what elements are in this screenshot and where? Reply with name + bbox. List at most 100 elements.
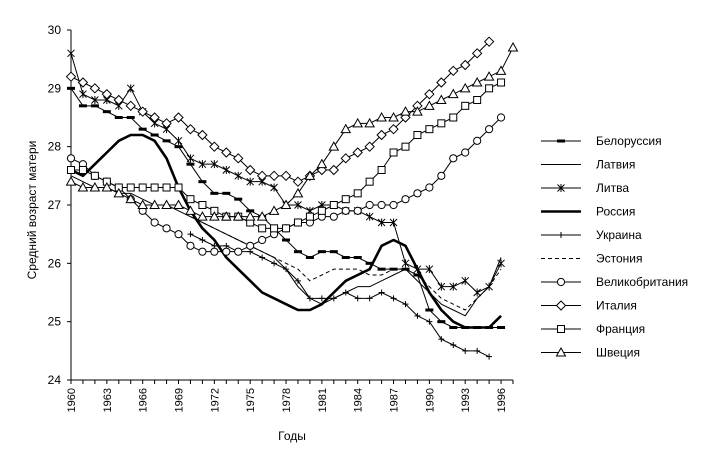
point-diamond	[101, 88, 113, 100]
point-star	[401, 259, 410, 268]
series-layer	[65, 36, 519, 360]
point-circle	[473, 136, 482, 145]
point-plus	[390, 295, 397, 302]
x-tick-label: 1984	[353, 388, 365, 412]
x-tick-label: 1978	[281, 388, 293, 412]
point-square	[138, 183, 147, 192]
point-diamond	[328, 164, 340, 176]
series-plus	[187, 231, 493, 360]
legend-item: Россия	[541, 205, 635, 219]
y-tick-label: 29	[48, 81, 62, 95]
x-axis-label: Годы	[278, 429, 306, 443]
point-triangle	[507, 41, 519, 52]
point-star	[473, 288, 482, 297]
point-diamond	[113, 94, 124, 106]
point-square	[557, 325, 565, 333]
series-dashed	[190, 216, 502, 311]
legend-item: Белоруссия	[541, 134, 662, 148]
x-tick-label: 1990	[424, 388, 436, 412]
point-plus	[306, 295, 313, 302]
point-star	[270, 183, 278, 192]
point-plus	[378, 289, 385, 296]
point-star	[79, 90, 87, 99]
series-diamond	[65, 36, 495, 187]
point-star	[437, 282, 446, 291]
legend-label: Великобритания	[596, 275, 688, 289]
point-diamond	[209, 141, 220, 152]
point-triangle	[161, 199, 172, 209]
point-star	[174, 136, 183, 145]
point-triangle	[208, 211, 220, 221]
legend-label: Литва	[596, 181, 629, 195]
point-diamond	[244, 164, 256, 176]
point-plus	[199, 237, 206, 243]
point-circle	[150, 218, 159, 227]
y-tick-label: 24	[48, 373, 62, 387]
legend-item: Эстония	[541, 252, 643, 266]
point-circle	[496, 113, 506, 122]
point-diamond	[161, 118, 172, 129]
point-circle	[162, 224, 171, 233]
point-diamond	[77, 77, 89, 88]
point-triangle	[435, 94, 447, 104]
point-diamond	[149, 112, 160, 123]
point-triangle	[89, 181, 101, 192]
x-tick-label: 1981	[317, 388, 329, 412]
point-triangle	[376, 111, 387, 122]
point-diamond	[233, 153, 244, 164]
point-diamond	[340, 153, 351, 164]
point-plus	[402, 301, 409, 308]
point-square	[67, 166, 75, 174]
x-tick-label: 1993	[460, 388, 472, 412]
point-plus	[283, 266, 290, 273]
point-circle	[389, 200, 398, 210]
series-triangle	[65, 41, 519, 221]
legend-label: Россия	[596, 205, 635, 219]
point-triangle	[555, 346, 567, 357]
point-diamond	[424, 88, 435, 100]
point-circle	[234, 247, 243, 256]
point-circle	[66, 154, 76, 163]
point-triangle	[149, 199, 160, 209]
point-triangle	[352, 117, 364, 128]
x-tick-label: 1975	[245, 388, 257, 412]
point-diamond	[280, 170, 292, 182]
point-diamond	[376, 129, 387, 141]
series-thin	[70, 175, 502, 317]
point-circle	[413, 189, 422, 198]
point-diamond	[448, 65, 459, 77]
point-plus	[294, 277, 301, 284]
point-square	[293, 218, 302, 227]
point-square	[497, 78, 506, 87]
point-triangle	[220, 211, 232, 221]
point-circle	[174, 230, 183, 239]
point-diamond	[268, 170, 280, 182]
point-triangle	[328, 141, 340, 151]
point-triangle	[232, 211, 244, 221]
point-triangle	[113, 187, 125, 198]
point-square	[485, 84, 494, 93]
point-triangle	[447, 88, 459, 99]
point-star	[186, 154, 195, 163]
point-plus	[318, 295, 325, 302]
point-star	[222, 166, 231, 174]
point-plus	[450, 342, 457, 348]
legend-label: Эстония	[596, 252, 643, 266]
legend: Белоруссия Латвия Литва Россия Украина Эстони…	[541, 134, 688, 360]
point-plus	[342, 289, 349, 296]
legend-item: Украина	[541, 228, 642, 242]
point-plus	[330, 295, 337, 302]
point-diamond	[471, 48, 483, 59]
point-triangle	[256, 211, 268, 221]
point-square	[353, 189, 362, 198]
point-star	[210, 160, 219, 169]
legend-item: Литва	[541, 181, 629, 195]
point-square	[162, 183, 171, 192]
point-circle	[341, 206, 350, 215]
series-line	[70, 47, 514, 218]
point-circle	[365, 200, 374, 210]
point-square	[413, 131, 422, 139]
point-triangle	[77, 181, 89, 192]
point-triangle	[197, 211, 208, 221]
point-triangle	[280, 199, 292, 209]
